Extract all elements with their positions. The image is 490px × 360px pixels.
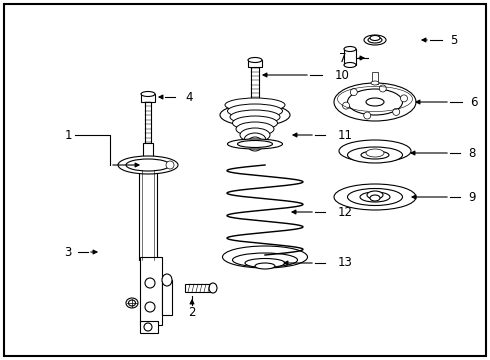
Text: 11: 11 bbox=[338, 129, 353, 141]
Ellipse shape bbox=[339, 140, 411, 162]
Ellipse shape bbox=[371, 81, 379, 85]
Ellipse shape bbox=[334, 83, 416, 121]
Ellipse shape bbox=[209, 283, 217, 293]
Bar bbox=[140, 257, 162, 325]
Ellipse shape bbox=[347, 189, 402, 206]
Ellipse shape bbox=[360, 192, 390, 202]
Bar bbox=[372, 72, 378, 84]
Ellipse shape bbox=[238, 140, 272, 148]
Ellipse shape bbox=[232, 253, 297, 267]
Text: 10: 10 bbox=[335, 68, 350, 81]
Text: 13: 13 bbox=[338, 256, 353, 270]
Ellipse shape bbox=[334, 184, 416, 210]
Ellipse shape bbox=[141, 91, 155, 96]
Ellipse shape bbox=[227, 139, 283, 149]
Text: 2: 2 bbox=[188, 306, 196, 319]
Ellipse shape bbox=[255, 263, 275, 269]
Bar bbox=[185, 284, 213, 292]
Ellipse shape bbox=[225, 98, 285, 112]
Circle shape bbox=[343, 102, 349, 109]
Bar bbox=[248, 60, 262, 67]
Ellipse shape bbox=[344, 63, 356, 68]
Circle shape bbox=[145, 302, 155, 312]
Text: 7: 7 bbox=[339, 51, 346, 64]
Circle shape bbox=[144, 323, 152, 331]
Circle shape bbox=[400, 95, 408, 102]
Ellipse shape bbox=[370, 195, 380, 201]
Ellipse shape bbox=[347, 89, 402, 115]
Ellipse shape bbox=[247, 137, 263, 151]
Bar bbox=[140, 321, 158, 333]
Ellipse shape bbox=[118, 156, 178, 174]
Circle shape bbox=[145, 278, 155, 288]
Ellipse shape bbox=[222, 246, 308, 268]
Ellipse shape bbox=[367, 191, 383, 199]
Text: 4: 4 bbox=[185, 90, 193, 104]
Ellipse shape bbox=[126, 298, 138, 308]
Bar bbox=[162, 280, 172, 315]
Ellipse shape bbox=[230, 110, 280, 124]
Ellipse shape bbox=[347, 147, 402, 163]
Ellipse shape bbox=[245, 258, 285, 267]
Bar bbox=[143, 143, 153, 205]
Circle shape bbox=[379, 85, 386, 92]
Text: 9: 9 bbox=[468, 190, 475, 203]
Ellipse shape bbox=[248, 58, 262, 63]
Text: 8: 8 bbox=[468, 147, 475, 159]
Ellipse shape bbox=[220, 104, 290, 126]
Ellipse shape bbox=[232, 116, 277, 130]
Ellipse shape bbox=[370, 36, 380, 41]
Ellipse shape bbox=[128, 300, 136, 306]
Ellipse shape bbox=[366, 98, 384, 106]
Ellipse shape bbox=[361, 151, 389, 159]
Bar bbox=[344, 49, 356, 65]
Text: 1: 1 bbox=[64, 129, 72, 141]
Ellipse shape bbox=[126, 159, 170, 171]
Circle shape bbox=[364, 112, 371, 119]
Ellipse shape bbox=[227, 104, 283, 118]
Text: 6: 6 bbox=[470, 95, 477, 108]
Circle shape bbox=[166, 161, 174, 169]
Ellipse shape bbox=[240, 128, 270, 142]
Ellipse shape bbox=[368, 37, 382, 43]
Ellipse shape bbox=[236, 122, 274, 136]
Text: 3: 3 bbox=[64, 246, 72, 258]
Bar bbox=[145, 100, 151, 145]
Ellipse shape bbox=[366, 149, 384, 157]
Ellipse shape bbox=[364, 35, 386, 45]
Text: 5: 5 bbox=[450, 33, 457, 46]
Ellipse shape bbox=[344, 46, 356, 51]
Ellipse shape bbox=[162, 274, 172, 286]
Bar bbox=[141, 94, 155, 102]
Ellipse shape bbox=[244, 133, 266, 147]
Circle shape bbox=[392, 108, 400, 116]
Circle shape bbox=[350, 89, 357, 96]
Text: 12: 12 bbox=[338, 206, 353, 219]
Bar bbox=[251, 65, 259, 100]
Bar bbox=[139, 170, 157, 260]
